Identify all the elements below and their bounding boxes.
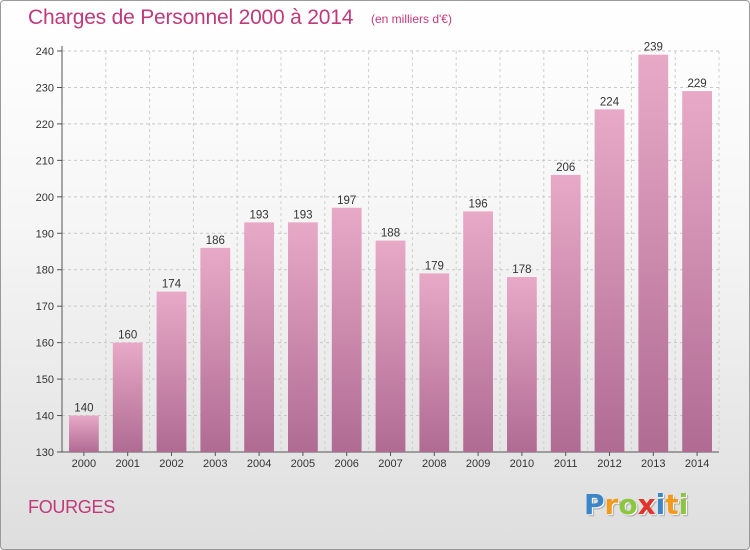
value-label: 193 (293, 209, 312, 221)
x-tick-label: 2006 (334, 458, 358, 470)
x-tick-label: 2003 (203, 458, 227, 470)
value-label: 229 (688, 78, 707, 90)
y-tick-label: 140 (36, 411, 54, 423)
chart-title: Charges de Personnel 2000 à 2014 (28, 6, 354, 29)
value-label: 160 (118, 330, 137, 342)
y-tick-label: 230 (36, 82, 54, 94)
y-tick-label: 180 (36, 265, 54, 277)
logo-letter: P (584, 488, 605, 521)
bar-2001 (112, 342, 143, 452)
bar-2013 (638, 54, 669, 453)
axes: 130 140 150 160 170 180 190 200 210 220 230 240 2000… (36, 46, 719, 470)
x-tick-label: 2011 (554, 458, 578, 470)
bar-2010 (507, 277, 537, 452)
y-tick-label: 190 (36, 228, 54, 240)
value-label: 174 (162, 279, 182, 291)
bar-2009 (463, 211, 493, 452)
x-tick-label: 2012 (597, 458, 621, 470)
x-tick-label: 2010 (510, 458, 534, 470)
y-tick-label: 220 (36, 119, 54, 131)
bar-2007 (375, 240, 406, 452)
y-tick-label: 240 (36, 46, 54, 58)
proxiti-logo[interactable]: Proxiti (584, 488, 688, 521)
x-tick-label: 2009 (466, 458, 490, 470)
bars (69, 54, 712, 453)
x-tick-label: 2001 (115, 458, 139, 470)
value-label: 239 (644, 42, 663, 54)
value-label: 193 (250, 209, 269, 221)
value-label: 179 (425, 260, 444, 272)
y-tick-label: 170 (36, 301, 54, 313)
bar-2008 (419, 273, 450, 452)
bar-2006 (331, 207, 362, 452)
x-tick-label: 2013 (641, 458, 665, 470)
value-label: 197 (337, 195, 356, 207)
bar-2000 (69, 415, 99, 452)
y-tick-label: 200 (36, 192, 54, 204)
value-labels: 140 160 174 186 193 193 197 188 179 196 178 206 224 2… (74, 42, 706, 415)
x-tick-label: 2005 (291, 458, 315, 470)
x-tick-label: 2000 (72, 458, 96, 470)
bar-2003 (200, 247, 231, 452)
bar-2002 (156, 291, 187, 452)
logo-letter: i (655, 488, 666, 521)
value-label: 224 (600, 96, 620, 108)
town-name: FOURGES (28, 497, 115, 517)
bar-2012 (594, 109, 625, 452)
y-tick-label: 210 (36, 155, 54, 167)
value-label: 140 (74, 403, 93, 415)
x-tick-label: 2004 (247, 458, 271, 470)
bar-2014 (682, 91, 712, 452)
chart-subtitle: (en milliers d'€) (371, 12, 452, 26)
x-tick-label: 2007 (378, 458, 402, 470)
logo-letter: o (618, 488, 638, 521)
bar-2005 (288, 222, 318, 452)
logo-letter: t (665, 488, 679, 521)
y-tick-label: 130 (36, 447, 54, 459)
bar-2004 (244, 222, 274, 452)
logo-letter: r (604, 488, 619, 521)
logo-letter: x (637, 488, 656, 521)
value-label: 186 (206, 235, 225, 247)
logo-letter: i (678, 488, 689, 521)
bar-2011 (550, 174, 581, 453)
y-tick-label: 150 (36, 374, 54, 386)
value-label: 206 (556, 162, 575, 174)
x-tick-label: 2008 (422, 458, 446, 470)
value-label: 196 (469, 198, 488, 210)
x-tick-label: 2002 (159, 458, 183, 470)
value-label: 178 (512, 264, 531, 276)
y-tick-label: 160 (36, 338, 54, 350)
x-tick-label: 2014 (685, 458, 709, 470)
value-label: 188 (381, 228, 400, 240)
